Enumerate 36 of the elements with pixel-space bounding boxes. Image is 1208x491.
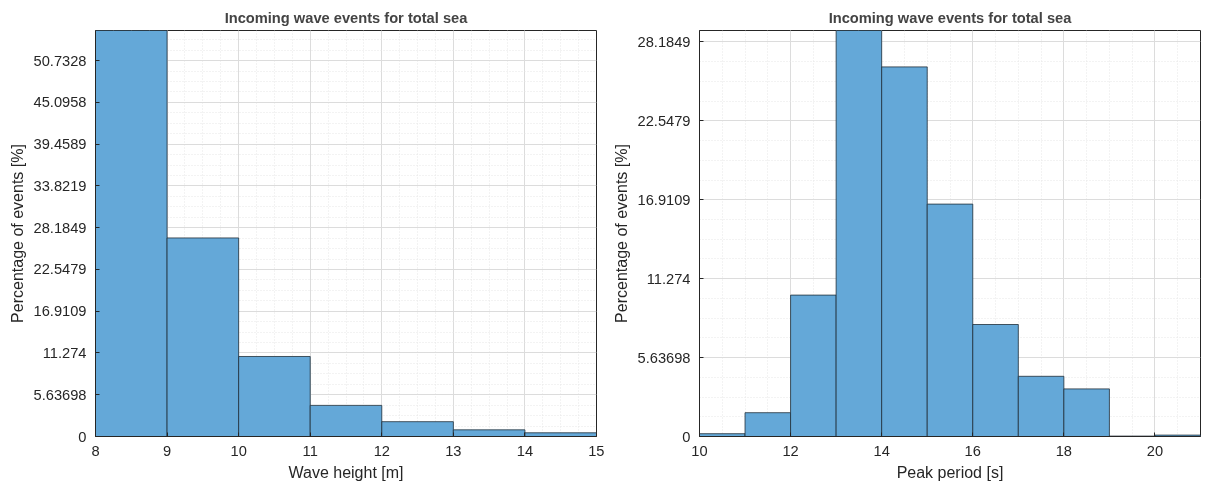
x-tick-label: 9	[163, 442, 172, 459]
x-tick-label: 14	[873, 442, 890, 459]
y-tick-label: 5.63698	[33, 386, 87, 403]
x-tick-label: 14	[516, 442, 534, 459]
x-tick-label: 8	[91, 442, 100, 459]
y-tick-label: 11.274	[646, 270, 691, 287]
y-tick-label: 5.63698	[637, 349, 691, 366]
x-tick-label: 18	[1055, 442, 1073, 459]
x-axis-title: Peak period [s]	[896, 463, 1004, 481]
y-tick-label: 50.7328	[33, 52, 87, 69]
y-tick-label: 0	[682, 428, 691, 445]
y-tick-label: 0	[78, 428, 87, 445]
x-tick-label: 10	[691, 442, 708, 459]
y-tick-label: 22.5479	[637, 112, 691, 129]
y-tick-label: 28.1849	[637, 33, 691, 50]
x-tick-label: 13	[445, 442, 462, 459]
y-tick-label: 45.0958	[33, 94, 87, 111]
x-tick-label: 11	[302, 442, 318, 459]
x-tick-label: 10	[230, 442, 247, 459]
x-axis-title: Wave height [m]	[288, 463, 404, 481]
chart-title: Incoming wave events for total sea	[224, 9, 469, 26]
x-tick-label: 15	[588, 442, 605, 459]
y-axis-title: Percentage of events [%]	[612, 144, 630, 323]
y-tick-label: 39.4589	[33, 136, 87, 153]
x-tick-label: 16	[964, 442, 981, 459]
y-tick-label: 33.8219	[33, 177, 87, 194]
y-tick-label: 16.9109	[637, 191, 691, 208]
y-tick-label: 28.1849	[33, 219, 87, 236]
chart-title: Incoming wave events for total sea	[828, 9, 1073, 26]
y-axis-title: Percentage of events [%]	[8, 144, 26, 323]
y-tick-label: 22.5479	[33, 261, 87, 278]
y-tick-label: 16.9109	[33, 303, 87, 320]
y-tick-label: 11.274	[42, 344, 87, 361]
x-tick-label: 12	[373, 442, 390, 459]
x-tick-label: 20	[1146, 442, 1164, 459]
x-tick-label: 12	[782, 442, 799, 459]
